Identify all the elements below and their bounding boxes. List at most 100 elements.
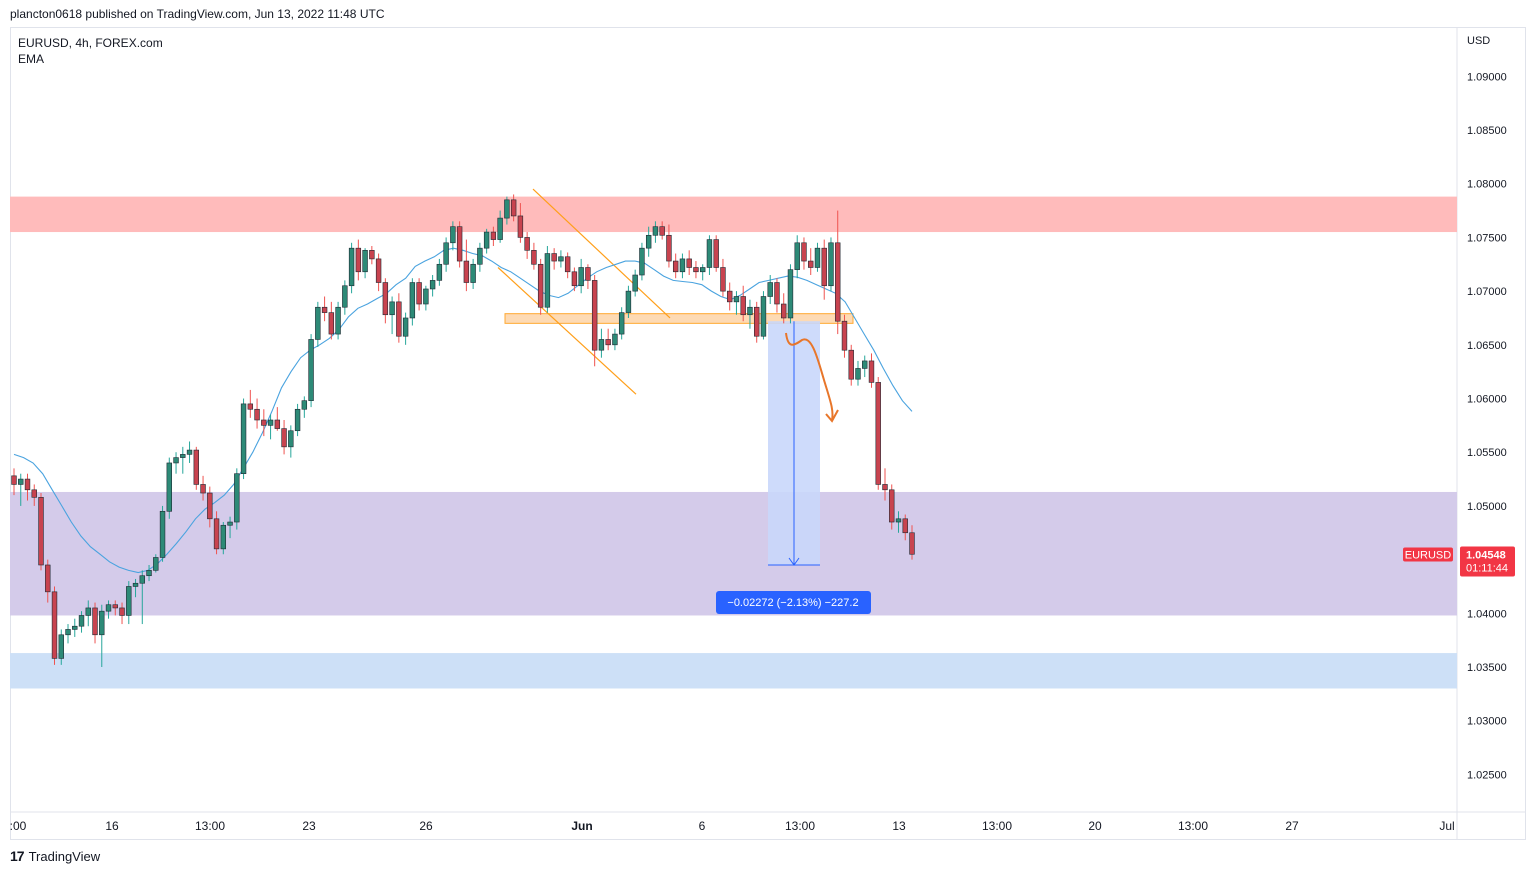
candle-body [389, 301, 395, 316]
x-tick-label: 13:00 [1178, 819, 1208, 833]
x-tick-label: 13:00 [195, 819, 225, 833]
published-info: plancton0618 published on TradingView.co… [10, 7, 385, 21]
candle-body [470, 263, 476, 283]
candle-body [99, 610, 105, 636]
zone-resistance [10, 196, 1457, 233]
candle-body [173, 457, 179, 464]
candle-body [639, 247, 645, 276]
candle-body [308, 339, 314, 401]
candle-body [267, 419, 274, 426]
candle-body [558, 256, 564, 262]
candle-body [254, 408, 260, 421]
candle-body [85, 607, 91, 616]
tradingview-logo-icon[interactable]: 17 [10, 848, 25, 864]
candle-body [483, 231, 490, 249]
candle-body [618, 312, 625, 335]
y-tick-label: 1.08000 [1467, 179, 1507, 191]
x-tick-label: Jul [1439, 819, 1454, 833]
candle-body [58, 634, 64, 659]
candle-body [402, 317, 409, 337]
x-tick-label: 16 [105, 819, 119, 833]
candle-body [105, 604, 112, 612]
candle-body [605, 339, 611, 346]
candle-body [342, 285, 348, 308]
candle-body [200, 484, 206, 494]
candle-body [126, 586, 132, 616]
candle-body [65, 629, 71, 636]
candle-body [571, 271, 578, 287]
x-tick-label: 27 [1285, 819, 1299, 833]
candle-body [166, 462, 172, 512]
candle-body [801, 242, 807, 262]
candle-body [713, 239, 719, 268]
x-tick-label: 13:00 [982, 819, 1012, 833]
candle-body [679, 258, 686, 273]
candle-body [362, 250, 368, 273]
candle-body [585, 267, 591, 281]
candle-body [261, 419, 267, 426]
candle-body [632, 274, 638, 292]
candle-body [132, 582, 139, 587]
candle-body [240, 403, 247, 474]
x-tick-label: 26 [419, 819, 433, 833]
candle-body [193, 449, 200, 485]
candle-body [909, 532, 915, 555]
candle-body [436, 263, 443, 281]
chart-legend: EURUSD, 4h, FOREX.com EMA [18, 35, 163, 67]
candle-body [463, 260, 470, 283]
chart-frame[interactable] [10, 27, 1526, 840]
candle-body [706, 239, 713, 268]
candle-body [321, 306, 328, 313]
candle-body [31, 489, 37, 498]
indicator-label[interactable]: EMA [18, 52, 45, 66]
y-tick-label: 1.03500 [1467, 662, 1507, 674]
candle-body [720, 267, 726, 292]
last-price-value: 1.04548 [1466, 549, 1506, 561]
candle-body [186, 449, 193, 455]
symbol-line[interactable]: EURUSD, 4h, FOREX.com [18, 36, 163, 50]
candle-body [396, 301, 402, 337]
candle-body [848, 349, 854, 380]
candle-body [625, 290, 632, 313]
candle-body [551, 253, 557, 262]
y-tick-label: 1.05000 [1467, 501, 1507, 513]
candle-body [821, 247, 827, 287]
y-tick-label: 1.06000 [1467, 394, 1507, 406]
candle-body [382, 282, 389, 316]
candle-body [767, 282, 773, 297]
y-tick-label: 1.03000 [1467, 716, 1507, 728]
candle-body [315, 306, 321, 340]
candle-body [328, 312, 335, 335]
y-tick-label: 1.08500 [1467, 125, 1507, 137]
tradingview-logo-text[interactable]: TradingView [28, 848, 101, 864]
candle-body [456, 226, 463, 262]
candle-body [828, 242, 834, 287]
candle-body [855, 368, 861, 380]
candle-body [868, 360, 875, 383]
currency-label: USD [1467, 35, 1490, 47]
projection-arrow-icon [825, 409, 839, 423]
x-tick-label: 23 [302, 819, 316, 833]
candle-body [524, 237, 530, 251]
candle-body [693, 267, 699, 273]
candle-body [153, 557, 159, 571]
candle-body [234, 473, 240, 523]
measure-arrow-icon [788, 557, 800, 566]
candle-body [733, 296, 740, 303]
candle-body [294, 408, 301, 432]
candle-body [18, 478, 24, 485]
candle-body [781, 303, 787, 319]
candle-body [335, 306, 341, 335]
candle-body [564, 256, 571, 273]
candle-body [537, 263, 544, 308]
candle-body [760, 296, 767, 337]
candle-body [686, 258, 692, 268]
y-tick-label: 1.07000 [1467, 286, 1507, 298]
x-tick-label: 13:00 [785, 819, 815, 833]
candle-body [477, 247, 483, 265]
zone-orange-level [504, 313, 854, 324]
candle-body [591, 280, 598, 351]
projection-path [785, 332, 834, 421]
candle-body [882, 484, 888, 491]
